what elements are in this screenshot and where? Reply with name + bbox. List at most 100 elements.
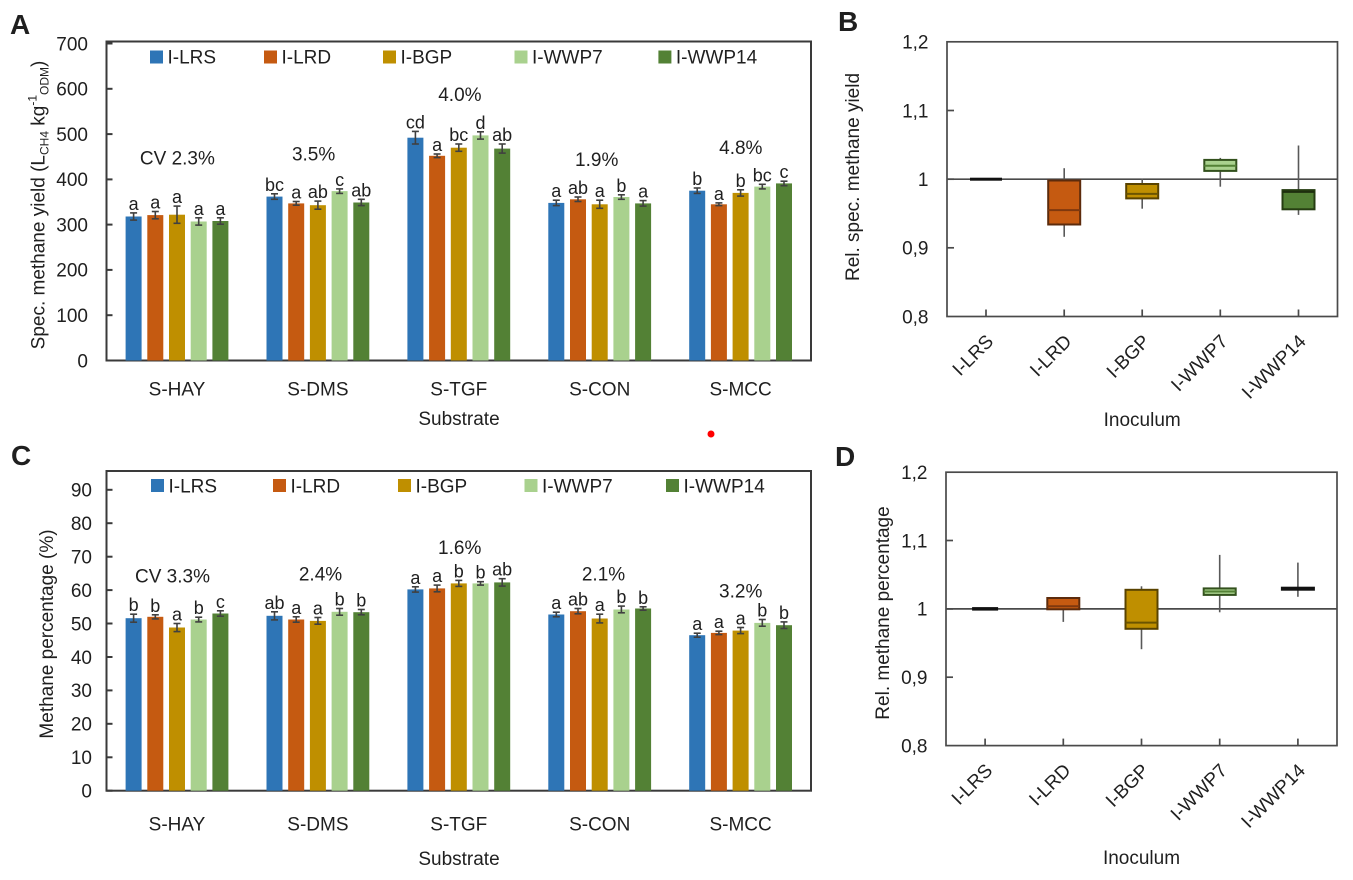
svg-text:1: 1: [918, 170, 929, 191]
svg-text:b: b: [356, 591, 366, 611]
svg-text:600: 600: [56, 80, 88, 101]
svg-text:S-CON: S-CON: [569, 815, 630, 836]
svg-text:a: a: [551, 181, 562, 201]
svg-text:d: d: [475, 113, 485, 133]
svg-text:a: a: [714, 184, 725, 204]
svg-text:0,9: 0,9: [901, 668, 927, 689]
svg-text:S-HAY: S-HAY: [149, 815, 206, 836]
svg-text:S-TGF: S-TGF: [430, 815, 487, 836]
svg-text:1,2: 1,2: [901, 463, 927, 484]
svg-text:2.4%: 2.4%: [299, 565, 342, 586]
svg-text:a: a: [714, 612, 725, 632]
svg-text:3.2%: 3.2%: [719, 582, 762, 603]
svg-text:b: b: [736, 171, 746, 191]
svg-text:4.8%: 4.8%: [719, 138, 762, 159]
svg-text:ab: ab: [264, 593, 284, 613]
svg-text:90: 90: [71, 481, 92, 502]
svg-text:80: 80: [71, 514, 92, 535]
svg-text:I-LRD: I-LRD: [291, 477, 341, 498]
svg-text:bc: bc: [753, 165, 772, 185]
svg-text:I-WWP14: I-WWP14: [676, 48, 758, 69]
svg-text:70: 70: [71, 548, 92, 569]
svg-text:b: b: [616, 176, 626, 196]
svg-text:CV 3.3%: CV 3.3%: [135, 567, 210, 588]
svg-text:a: a: [595, 595, 606, 615]
svg-text:1.9%: 1.9%: [575, 150, 618, 171]
svg-text:10: 10: [71, 748, 92, 769]
svg-text:1,1: 1,1: [901, 531, 927, 552]
svg-text:500: 500: [56, 125, 88, 146]
svg-text:bc: bc: [265, 175, 284, 195]
svg-text:S-HAY: S-HAY: [149, 379, 206, 400]
svg-text:A: A: [10, 9, 30, 40]
svg-text:c: c: [216, 592, 225, 612]
svg-text:200: 200: [56, 261, 88, 282]
svg-text:20: 20: [71, 715, 92, 736]
svg-text:a: a: [215, 199, 226, 219]
svg-text:bc: bc: [449, 125, 468, 145]
svg-text:I-LRD: I-LRD: [282, 48, 332, 69]
svg-text:0: 0: [77, 351, 88, 372]
svg-text:b: b: [475, 563, 485, 583]
svg-text:b: b: [638, 588, 648, 608]
svg-text:0,8: 0,8: [901, 736, 927, 757]
svg-text:a: a: [736, 609, 747, 629]
svg-text:4.0%: 4.0%: [438, 85, 481, 106]
svg-text:a: a: [595, 181, 606, 201]
svg-text:0: 0: [81, 782, 92, 803]
svg-text:I-WWP7: I-WWP7: [542, 477, 613, 498]
svg-text:ab: ab: [351, 180, 371, 200]
svg-text:Rel. methane percentage: Rel. methane percentage: [873, 506, 894, 719]
svg-text:a: a: [291, 183, 302, 203]
svg-text:D: D: [835, 441, 855, 472]
svg-text:b: b: [335, 590, 345, 610]
svg-text:a: a: [551, 593, 562, 613]
svg-text:S-CON: S-CON: [569, 379, 630, 400]
svg-text:a: a: [432, 135, 443, 155]
svg-text:C: C: [11, 440, 31, 471]
svg-text:0,9: 0,9: [902, 239, 928, 260]
svg-text:1: 1: [917, 600, 928, 621]
svg-text:Rel. spec. methane yield: Rel. spec. methane yield: [843, 73, 864, 281]
svg-text:b: b: [757, 601, 767, 621]
svg-text:300: 300: [56, 215, 88, 236]
svg-text:30: 30: [71, 681, 92, 702]
svg-text:1,1: 1,1: [902, 101, 928, 122]
svg-text:S-MCC: S-MCC: [709, 815, 771, 836]
svg-text:c: c: [780, 162, 789, 182]
svg-text:cd: cd: [406, 112, 425, 132]
svg-text:Substrate: Substrate: [418, 849, 499, 870]
svg-text:ab: ab: [492, 125, 512, 145]
svg-text:ab: ab: [568, 590, 588, 610]
svg-text:ab: ab: [568, 178, 588, 198]
svg-text:0,8: 0,8: [902, 307, 928, 328]
svg-text:S-TGF: S-TGF: [430, 379, 487, 400]
svg-text:a: a: [638, 182, 649, 202]
svg-text:a: a: [692, 614, 703, 634]
svg-text:1,2: 1,2: [902, 33, 928, 54]
svg-text:I-WWP14: I-WWP14: [684, 477, 766, 498]
svg-text:400: 400: [56, 170, 88, 191]
svg-text:b: b: [692, 169, 702, 189]
svg-text:ab: ab: [492, 560, 512, 580]
svg-text:Substrate: Substrate: [418, 409, 499, 430]
svg-text:I-WWP7: I-WWP7: [532, 48, 603, 69]
svg-text:b: b: [616, 587, 626, 607]
svg-text:a: a: [172, 187, 183, 207]
svg-text:Inoculum: Inoculum: [1103, 848, 1180, 869]
svg-text:Spec. methane yield (LCH4 kg-1: Spec. methane yield (LCH4 kg-1ODM): [26, 61, 52, 350]
svg-text:a: a: [410, 568, 421, 588]
svg-text:S-DMS: S-DMS: [287, 815, 348, 836]
svg-text:I-BGP: I-BGP: [416, 477, 468, 498]
svg-text:Inoculum: Inoculum: [1104, 410, 1181, 431]
svg-text:B: B: [838, 6, 858, 37]
svg-text:a: a: [291, 598, 302, 618]
svg-text:a: a: [194, 199, 205, 219]
svg-text:b: b: [129, 595, 139, 615]
svg-text:50: 50: [71, 614, 92, 635]
svg-text:I-LRS: I-LRS: [168, 48, 217, 69]
svg-text:2.1%: 2.1%: [582, 565, 625, 586]
svg-text:S-DMS: S-DMS: [287, 379, 348, 400]
svg-text:b: b: [454, 561, 464, 581]
svg-text:a: a: [129, 194, 140, 214]
